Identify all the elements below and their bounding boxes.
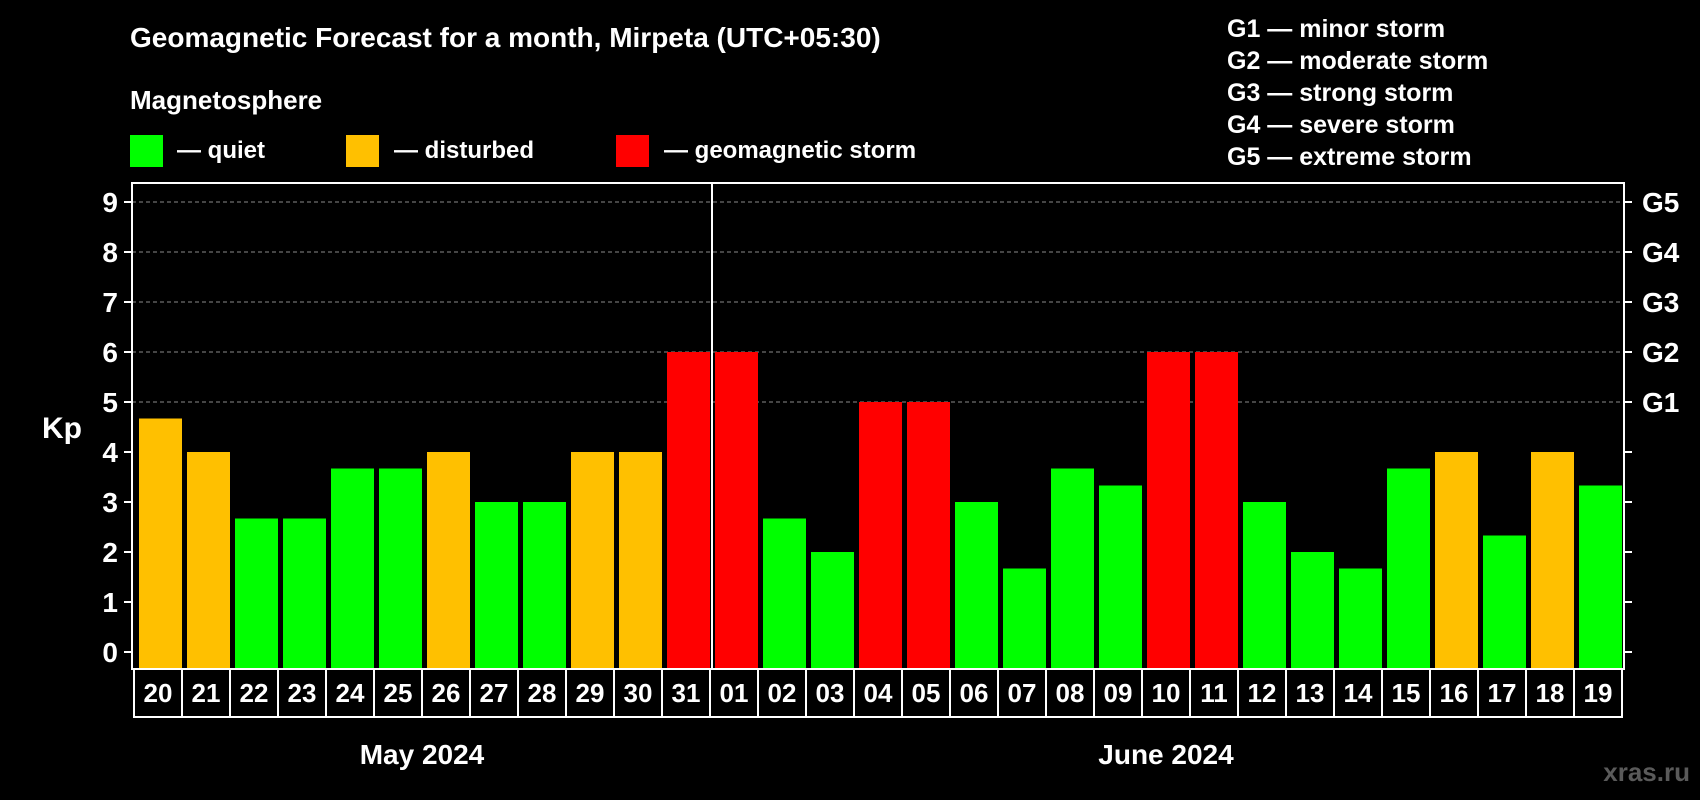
date-label-26: 26 <box>432 678 461 708</box>
watermark: xras.ru <box>1603 757 1690 787</box>
date-label-08: 08 <box>1056 678 1085 708</box>
bar-09 <box>1099 485 1142 669</box>
date-label-24: 24 <box>336 678 365 708</box>
date-label-07: 07 <box>1008 678 1037 708</box>
bar-05 <box>907 402 950 669</box>
bar-03 <box>811 552 854 669</box>
bar-29 <box>571 452 614 669</box>
y-tick-label-2: 2 <box>102 537 118 568</box>
date-label-31: 31 <box>672 678 701 708</box>
right-axis-label-g5: G5 <box>1642 187 1679 218</box>
right-axis-label-g1: G1 <box>1642 387 1679 418</box>
legend-swatch-storm <box>616 135 649 167</box>
y-axis-label: Kp <box>42 412 82 445</box>
y-tick-label-4: 4 <box>102 437 118 468</box>
legend-label-storm: — geomagnetic storm <box>664 137 916 164</box>
date-label-30: 30 <box>624 678 653 708</box>
date-label-19: 19 <box>1584 678 1613 708</box>
date-label-16: 16 <box>1440 678 1469 708</box>
y-tick-label-1: 1 <box>102 587 118 618</box>
y-tick-label-0: 0 <box>102 637 118 668</box>
bar-01 <box>715 352 758 669</box>
date-label-20: 20 <box>144 678 173 708</box>
legend-label-disturbed: — disturbed <box>394 137 534 164</box>
storm-scale-g1: G1 — minor storm <box>1227 15 1445 43</box>
right-axis-label-g4: G4 <box>1642 237 1680 268</box>
bar-06 <box>955 502 998 669</box>
y-tick-label-6: 6 <box>102 337 118 368</box>
bar-10 <box>1147 352 1190 669</box>
storm-scale-g4: G4 — severe storm <box>1227 111 1455 139</box>
legend-swatch-disturbed <box>346 135 379 167</box>
date-label-21: 21 <box>192 678 221 708</box>
bar-07 <box>1003 568 1046 669</box>
bar-30 <box>619 452 662 669</box>
date-strip-frame <box>133 668 1623 718</box>
bar-22 <box>235 518 278 669</box>
bar-16 <box>1435 452 1478 669</box>
date-label-13: 13 <box>1296 678 1325 708</box>
storm-scale-g2: G2 — moderate storm <box>1227 47 1488 75</box>
date-label-06: 06 <box>960 678 989 708</box>
date-label-12: 12 <box>1248 678 1277 708</box>
y-tick-label-8: 8 <box>102 237 118 268</box>
y-tick-label-5: 5 <box>102 387 118 418</box>
storm-scale-g5: G5 — extreme storm <box>1227 143 1472 171</box>
bar-26 <box>427 452 470 669</box>
date-label-27: 27 <box>480 678 509 708</box>
date-label-01: 01 <box>720 678 749 708</box>
date-label-04: 04 <box>864 678 893 708</box>
date-label-29: 29 <box>576 678 605 708</box>
bar-21 <box>187 452 230 669</box>
bar-19 <box>1579 485 1622 669</box>
bar-27 <box>475 502 518 669</box>
bar-28 <box>523 502 566 669</box>
date-label-18: 18 <box>1536 678 1565 708</box>
date-label-28: 28 <box>528 678 557 708</box>
date-label-09: 09 <box>1104 678 1133 708</box>
bar-12 <box>1243 502 1286 669</box>
date-label-11: 11 <box>1200 678 1228 708</box>
bar-14 <box>1339 568 1382 669</box>
bar-31 <box>667 352 710 669</box>
bar-08 <box>1051 468 1094 669</box>
date-label-14: 14 <box>1344 678 1373 708</box>
date-label-17: 17 <box>1488 678 1517 708</box>
date-label-03: 03 <box>816 678 845 708</box>
y-tick-label-7: 7 <box>102 287 118 318</box>
y-tick-label-9: 9 <box>102 187 118 218</box>
legend-title: Magnetosphere <box>130 85 322 115</box>
chart-title: Geomagnetic Forecast for a month, Mirpet… <box>130 22 881 53</box>
bar-15 <box>1387 468 1430 669</box>
storm-scale-g3: G3 — strong storm <box>1227 79 1453 107</box>
bar-04 <box>859 402 902 669</box>
right-axis-label-g2: G2 <box>1642 337 1679 368</box>
bar-24 <box>331 468 374 669</box>
month-label-1: June 2024 <box>1098 739 1234 770</box>
date-label-23: 23 <box>288 678 317 708</box>
bar-02 <box>763 518 806 669</box>
bar-17 <box>1483 535 1526 669</box>
legend-swatch-quiet <box>130 135 163 167</box>
date-label-05: 05 <box>912 678 941 708</box>
date-label-02: 02 <box>768 678 797 708</box>
date-label-22: 22 <box>240 678 269 708</box>
bar-23 <box>283 518 326 669</box>
month-label-0: May 2024 <box>360 739 485 770</box>
date-label-10: 10 <box>1152 678 1181 708</box>
legend-label-quiet: — quiet <box>177 137 265 164</box>
date-label-25: 25 <box>384 678 413 708</box>
bar-25 <box>379 468 422 669</box>
y-tick-label-3: 3 <box>102 487 118 518</box>
date-label-15: 15 <box>1392 678 1421 708</box>
bar-13 <box>1291 552 1334 669</box>
right-axis-label-g3: G3 <box>1642 287 1679 318</box>
bar-20 <box>139 418 182 669</box>
bar-11 <box>1195 352 1238 669</box>
bar-18 <box>1531 452 1574 669</box>
